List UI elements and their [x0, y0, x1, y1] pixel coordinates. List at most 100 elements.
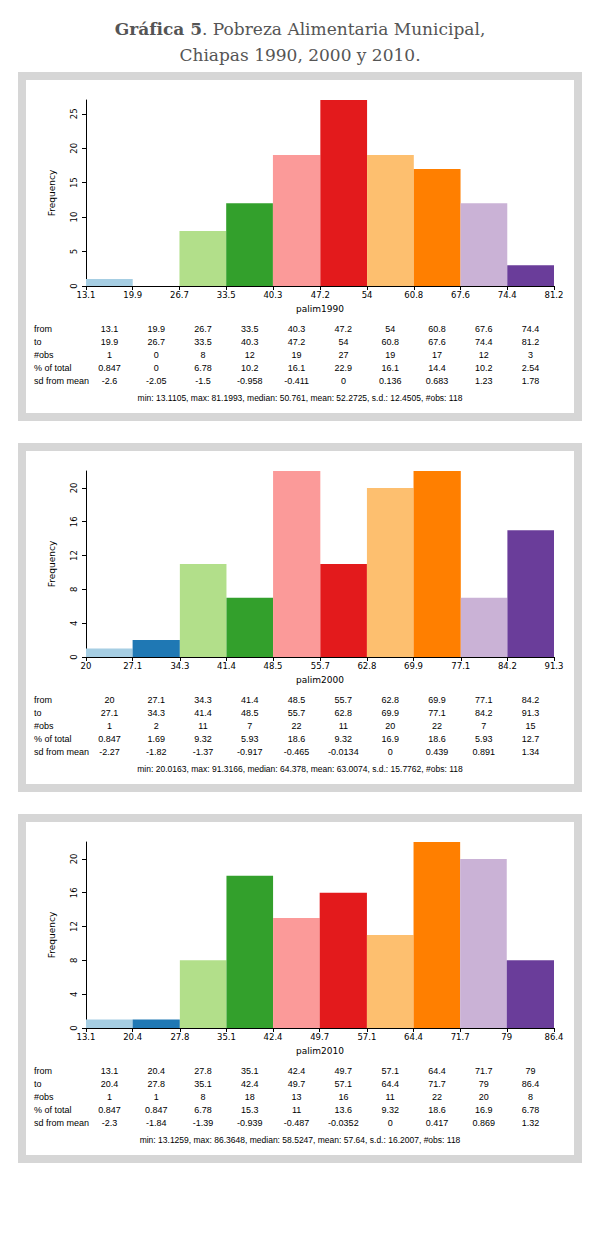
html-text:-2.6: -2.6 — [101, 375, 118, 386]
svg-text:20.4: 20.4 — [123, 1032, 142, 1042]
html-text:-1.5: -1.5 — [195, 375, 211, 386]
svg-text:Frequency: Frequency — [47, 911, 57, 958]
html-text:74.4: 74.4 — [475, 336, 493, 347]
html-text:54: 54 — [338, 336, 349, 347]
html-text:12: 12 — [244, 349, 255, 360]
svg-text:0: 0 — [69, 1025, 79, 1030]
html-text:10.2: 10.2 — [475, 362, 493, 373]
svg-text:13.1: 13.1 — [77, 290, 96, 300]
svg-text:12: 12 — [69, 550, 79, 561]
html-text:6.78: 6.78 — [194, 362, 212, 373]
html-text:33.5: 33.5 — [241, 323, 259, 334]
html-text:0.847: 0.847 — [98, 362, 121, 373]
html-text:Gráfica 5. Pobreza Alimentaria: Gráfica 5. Pobreza Alimentaria Municipal… — [114, 19, 486, 39]
html-text:sd from mean: sd from mean — [34, 375, 89, 386]
svg-text:palim2000: palim2000 — [296, 675, 344, 685]
html-text:19.9: 19.9 — [147, 323, 165, 334]
html-text:81.2: 81.2 — [521, 336, 540, 347]
svg-text:8: 8 — [69, 958, 79, 963]
svg-text:42.4: 42.4 — [264, 1032, 283, 1042]
svg-text:25: 25 — [69, 108, 79, 119]
svg-text:Frequency: Frequency — [47, 540, 57, 587]
svg-text:74.4: 74.4 — [498, 290, 517, 300]
html-text:% of total: % of total — [34, 362, 72, 373]
html-text:22.9: 22.9 — [334, 362, 353, 373]
svg-text:10: 10 — [69, 212, 79, 223]
html-text:19.9: 19.9 — [100, 336, 119, 347]
svg-text:8: 8 — [69, 587, 79, 592]
html-text:#obs: #obs — [34, 349, 54, 360]
html-text:13.1: 13.1 — [100, 323, 119, 334]
svg-text:77.1: 77.1 — [451, 661, 470, 671]
svg-text:54: 54 — [362, 290, 373, 300]
html-text:47.2: 47.2 — [334, 323, 353, 334]
svg-text:79: 79 — [501, 1032, 512, 1042]
html-text:19: 19 — [385, 349, 396, 360]
html-text:12: 12 — [478, 349, 489, 360]
svg-text:27.1: 27.1 — [123, 661, 142, 671]
svg-text:26.7: 26.7 — [170, 290, 189, 300]
svg-text:16: 16 — [69, 516, 79, 527]
svg-text:20: 20 — [69, 143, 79, 154]
svg-text:35.1: 35.1 — [217, 1032, 236, 1042]
html-text:26.7: 26.7 — [147, 336, 165, 347]
html-text:60.8: 60.8 — [381, 336, 399, 347]
html-text:67.6: 67.6 — [428, 336, 446, 347]
svg-text:81.2: 81.2 — [545, 290, 564, 300]
svg-text:91.3: 91.3 — [545, 661, 564, 671]
html-text:-2.05: -2.05 — [145, 375, 167, 386]
html-text:26.7: 26.7 — [194, 323, 212, 334]
html-text:14.4: 14.4 — [428, 362, 446, 373]
html-text:40.3: 40.3 — [287, 323, 306, 334]
svg-text:15: 15 — [69, 177, 79, 188]
svg-text:86.4: 86.4 — [545, 1032, 564, 1042]
svg-text:16: 16 — [69, 887, 79, 898]
html-text:60.8: 60.8 — [428, 323, 446, 334]
svg-text:49.7: 49.7 — [310, 1032, 329, 1042]
svg-text:64.4: 64.4 — [404, 1032, 423, 1042]
svg-text:palim2010: palim2010 — [296, 1046, 344, 1056]
html-text:33.5: 33.5 — [194, 336, 212, 347]
svg-text:20: 20 — [69, 853, 79, 864]
html-text:74.4: 74.4 — [521, 323, 540, 334]
svg-text:47.2: 47.2 — [311, 290, 330, 300]
svg-text:20: 20 — [81, 661, 92, 671]
svg-text:41.4: 41.4 — [217, 661, 236, 671]
svg-text:19.9: 19.9 — [123, 290, 142, 300]
svg-text:0: 0 — [69, 654, 79, 659]
svg-text:69.9: 69.9 — [404, 661, 423, 671]
svg-text:27.8: 27.8 — [170, 1032, 189, 1042]
html-text:2.54: 2.54 — [521, 362, 540, 373]
html-text:10.2: 10.2 — [241, 362, 259, 373]
html-text:54: 54 — [385, 323, 396, 334]
svg-text:67.6: 67.6 — [451, 290, 470, 300]
html-text:16.1: 16.1 — [381, 362, 399, 373]
svg-text:4: 4 — [69, 620, 79, 625]
svg-text:4: 4 — [69, 991, 79, 996]
svg-text:84.2: 84.2 — [498, 661, 517, 671]
svg-text:48.5: 48.5 — [264, 661, 283, 671]
svg-text:34.3: 34.3 — [170, 661, 189, 671]
svg-text:13.1: 13.1 — [77, 1032, 96, 1042]
svg-text:33.5: 33.5 — [217, 290, 236, 300]
html-text:40.3: 40.3 — [241, 336, 259, 347]
svg-text:62.8: 62.8 — [357, 661, 376, 671]
svg-text:20: 20 — [69, 482, 79, 493]
html-text:27: 27 — [338, 349, 349, 360]
svg-text:60.8: 60.8 — [404, 290, 423, 300]
html-text:from: from — [34, 323, 52, 334]
html-text:16.1: 16.1 — [287, 362, 306, 373]
svg-text:Frequency: Frequency — [47, 169, 57, 216]
html-text:67.6: 67.6 — [475, 323, 493, 334]
svg-text:40.3: 40.3 — [263, 290, 282, 300]
svg-text:5: 5 — [69, 249, 79, 254]
svg-text:palim1990: palim1990 — [296, 304, 344, 314]
html-text:47.2: 47.2 — [287, 336, 306, 347]
html-text:Chiapas 1990, 2000 y 2010.: Chiapas 1990, 2000 y 2010. — [179, 45, 421, 65]
svg-text:12: 12 — [69, 921, 79, 932]
html-text:19: 19 — [291, 349, 302, 360]
svg-text:57.1: 57.1 — [357, 1032, 376, 1042]
svg-text:0: 0 — [69, 283, 79, 288]
svg-text:55.7: 55.7 — [311, 661, 330, 671]
svg-text:71.7: 71.7 — [451, 1032, 470, 1042]
